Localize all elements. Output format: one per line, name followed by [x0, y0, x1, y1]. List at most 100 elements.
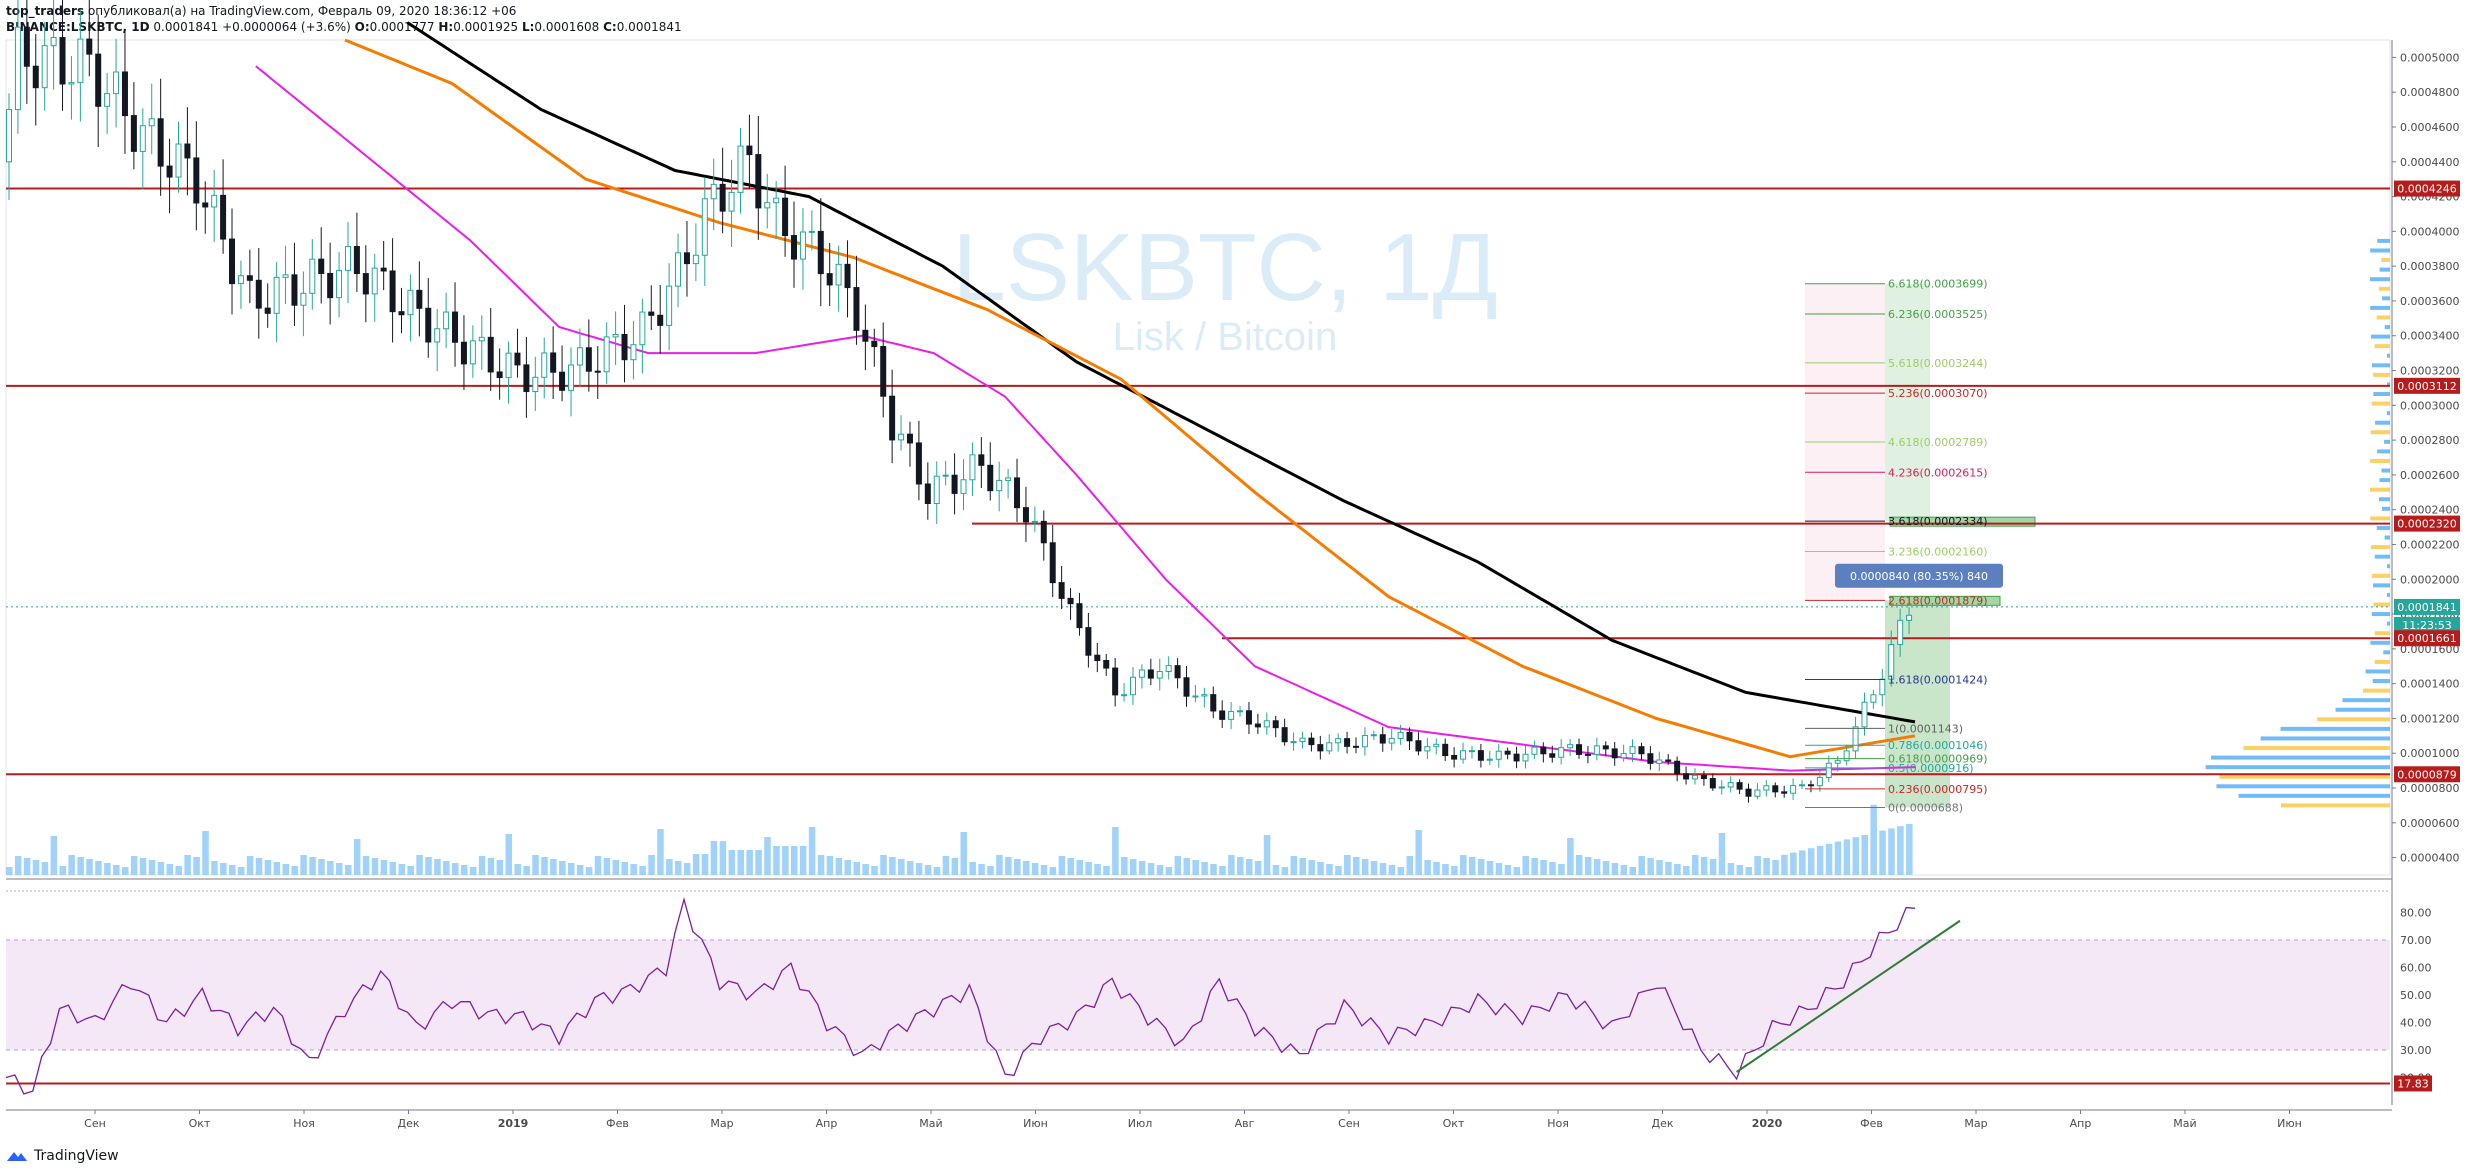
volume-bar — [764, 837, 771, 875]
candle-body — [1576, 744, 1583, 755]
candle-body — [1727, 782, 1734, 788]
author-name[interactable]: top_traders — [6, 4, 85, 18]
x-tick-label: Мар — [710, 1117, 733, 1130]
volume-bar — [1897, 826, 1904, 875]
candle-body — [1638, 746, 1645, 755]
volume-bar — [1165, 867, 1173, 875]
candle-body — [567, 364, 574, 391]
candle-body — [1451, 754, 1458, 760]
candle-body — [1807, 784, 1814, 787]
price-tag — [2394, 616, 2460, 633]
candle-body — [1683, 773, 1690, 780]
candle-body — [1888, 644, 1895, 680]
ma100-line — [344, 38, 1916, 759]
volume-bar — [273, 862, 281, 875]
volume-bar — [264, 860, 272, 875]
y-tick-label: 0.0005000 — [2400, 51, 2460, 64]
volume-profile-bar — [2387, 564, 2390, 569]
candle-body — [1388, 737, 1395, 744]
volume-bar — [1138, 861, 1146, 875]
candle-body — [282, 274, 289, 278]
volume-bar — [1451, 866, 1458, 875]
y-tick-label: 0.0001400 — [2400, 678, 2460, 691]
volume-bar — [1468, 857, 1476, 875]
candle-body — [594, 370, 601, 373]
candle-body — [318, 258, 325, 274]
candle-body — [1468, 750, 1475, 753]
candle-body — [68, 82, 75, 85]
volume-profile-bar — [2383, 650, 2390, 655]
candle-body — [353, 245, 360, 275]
volume-bar — [1085, 862, 1092, 875]
candle-body — [683, 252, 690, 265]
volume-bar — [1558, 864, 1565, 875]
candle-body — [344, 245, 351, 271]
volume-profile-bar — [2384, 325, 2390, 330]
candle-body — [1567, 744, 1574, 749]
fib-label: 0.618(0.0000969) — [1888, 753, 1988, 766]
volume-profile-bar — [2371, 401, 2390, 406]
volume-profile-bar — [2379, 267, 2390, 272]
candle-body — [246, 275, 253, 281]
measure-box — [1835, 563, 2003, 588]
candle-body — [220, 194, 227, 240]
volume-bar — [1210, 864, 1217, 875]
candle-body — [113, 71, 120, 95]
horizontal-levels[interactable] — [6, 187, 2390, 776]
candle-body — [32, 65, 39, 89]
candle-body — [1245, 710, 1252, 725]
candle-body — [1290, 741, 1297, 744]
measure-label: 0.0000840 (80.35%) 840 — [1850, 570, 1988, 583]
price-tag — [2394, 377, 2460, 394]
x-tick-label: Дек — [1651, 1117, 1673, 1130]
volume-bar — [237, 867, 245, 875]
candle-body — [603, 336, 610, 373]
y-tick-label: 0.0004400 — [2400, 156, 2460, 169]
volume-bar — [1576, 855, 1583, 875]
volume-bar — [1549, 862, 1556, 875]
tradingview-footer[interactable]: TradingView — [6, 1148, 119, 1164]
volume-bar — [1540, 860, 1547, 875]
candle-body — [1121, 694, 1128, 697]
candle-body — [1709, 778, 1716, 789]
candle-body — [1210, 694, 1217, 712]
volume-profile-bar — [2370, 430, 2390, 435]
rsi-tag-label: 17.83 — [2397, 1077, 2429, 1090]
volume-bar — [1888, 828, 1895, 875]
candle-body — [1843, 750, 1850, 762]
x-tick-label: Ноя — [293, 1117, 315, 1130]
volume-bar — [1344, 855, 1351, 875]
fib-levels[interactable]: 6.618(0.0003699) 6.236(0.0003525) 5.618(0.… — [1805, 278, 1988, 815]
candle-body — [443, 311, 450, 330]
candle-body — [1754, 789, 1761, 797]
volume-bar — [1121, 857, 1128, 875]
volume-bar — [817, 855, 825, 875]
volume-bar — [951, 858, 959, 875]
volume-bar — [416, 855, 423, 875]
candle-body — [229, 238, 236, 285]
volume-bar — [576, 865, 584, 875]
volume-bar — [23, 858, 31, 875]
ma200-line — [406, 21, 1916, 724]
volume-bar — [1049, 867, 1057, 875]
measure-tool[interactable]: 0.0000840 (80.35%) 840 — [1835, 563, 2003, 588]
candle-body — [460, 341, 467, 365]
candle-body — [273, 276, 280, 314]
volume-bar — [898, 859, 905, 875]
candle-body — [193, 157, 200, 204]
volume-bar — [1906, 824, 1913, 875]
candle-body — [505, 352, 512, 379]
x-tick-label: Сен — [1338, 1117, 1360, 1130]
volume-profile-bar — [2373, 602, 2390, 607]
volume-bar — [1281, 867, 1289, 875]
candle-body — [407, 289, 414, 316]
volume-profile-bar — [2373, 392, 2390, 397]
volume-bar — [139, 858, 147, 875]
volume-bar — [291, 866, 298, 875]
candle-body — [1049, 542, 1056, 584]
volume-bar — [1522, 856, 1529, 875]
candle-body — [1870, 694, 1877, 703]
candle-body — [657, 314, 664, 326]
